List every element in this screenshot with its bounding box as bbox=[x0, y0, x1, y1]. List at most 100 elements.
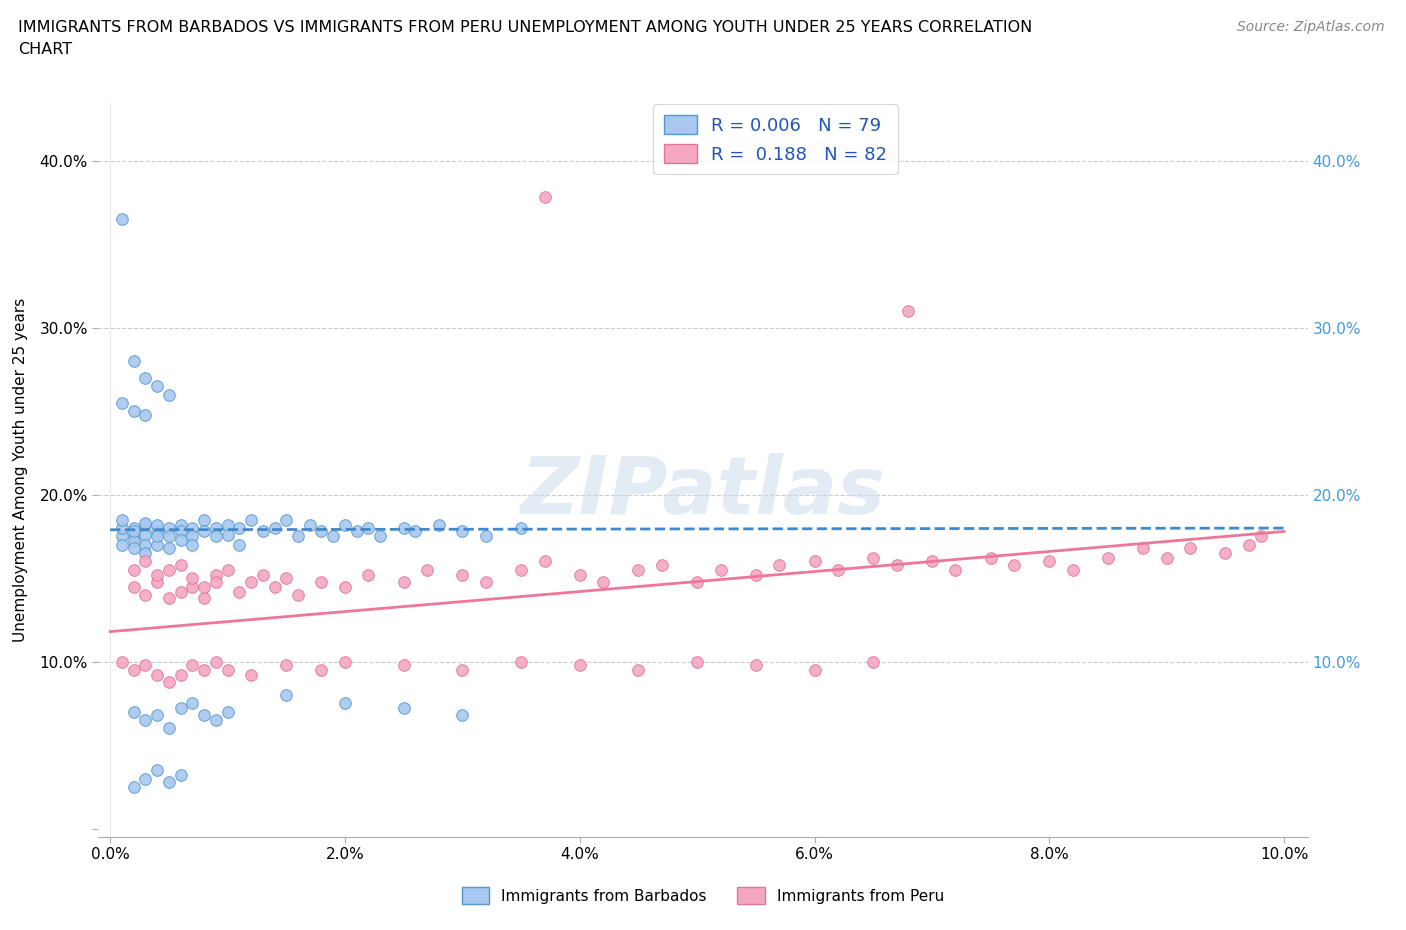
Point bbox=[193, 512, 215, 527]
Point bbox=[193, 662, 215, 677]
Legend: Immigrants from Barbados, Immigrants from Peru: Immigrants from Barbados, Immigrants fro… bbox=[456, 882, 950, 910]
Point bbox=[1062, 563, 1084, 578]
Point bbox=[169, 768, 191, 783]
Point bbox=[803, 662, 825, 677]
Point bbox=[980, 551, 1002, 565]
Point bbox=[111, 395, 134, 410]
Point bbox=[357, 567, 380, 582]
Point bbox=[533, 190, 555, 205]
Point bbox=[368, 529, 391, 544]
Point bbox=[111, 512, 134, 527]
Point bbox=[157, 521, 180, 536]
Point bbox=[111, 212, 134, 227]
Point bbox=[146, 524, 169, 538]
Point bbox=[862, 654, 884, 669]
Point bbox=[157, 591, 180, 605]
Point bbox=[122, 579, 145, 594]
Point bbox=[921, 554, 943, 569]
Point bbox=[276, 571, 298, 586]
Point bbox=[404, 524, 426, 538]
Point bbox=[122, 540, 145, 555]
Point bbox=[122, 704, 145, 719]
Point bbox=[193, 524, 215, 538]
Point bbox=[217, 662, 239, 677]
Point bbox=[346, 524, 368, 538]
Point bbox=[451, 567, 474, 582]
Point bbox=[862, 551, 884, 565]
Point bbox=[568, 567, 591, 582]
Point bbox=[651, 557, 673, 572]
Point bbox=[228, 538, 250, 552]
Point bbox=[1156, 551, 1178, 565]
Point bbox=[169, 517, 191, 532]
Point bbox=[181, 696, 204, 711]
Point bbox=[627, 662, 650, 677]
Point bbox=[134, 554, 156, 569]
Point bbox=[252, 524, 274, 538]
Point bbox=[333, 654, 356, 669]
Point bbox=[287, 529, 309, 544]
Point bbox=[745, 567, 768, 582]
Point bbox=[333, 579, 356, 594]
Point bbox=[510, 654, 533, 669]
Point bbox=[686, 654, 709, 669]
Point bbox=[803, 554, 825, 569]
Point bbox=[886, 557, 908, 572]
Point bbox=[146, 668, 169, 683]
Point bbox=[592, 574, 614, 589]
Point bbox=[204, 712, 226, 727]
Point bbox=[392, 521, 415, 536]
Point bbox=[193, 579, 215, 594]
Point bbox=[745, 658, 768, 672]
Point bbox=[157, 721, 180, 736]
Point bbox=[157, 540, 180, 555]
Point bbox=[1250, 529, 1272, 544]
Point bbox=[427, 517, 450, 532]
Point bbox=[392, 574, 415, 589]
Point bbox=[134, 546, 156, 561]
Point bbox=[897, 303, 920, 318]
Point bbox=[193, 708, 215, 723]
Point bbox=[169, 557, 191, 572]
Point bbox=[1180, 540, 1202, 555]
Point bbox=[311, 524, 333, 538]
Point bbox=[510, 521, 533, 536]
Point bbox=[181, 521, 204, 536]
Point bbox=[392, 658, 415, 672]
Point bbox=[111, 521, 134, 536]
Point bbox=[169, 524, 191, 538]
Point bbox=[122, 662, 145, 677]
Point bbox=[217, 527, 239, 542]
Point bbox=[146, 517, 169, 532]
Point bbox=[122, 534, 145, 549]
Point bbox=[228, 521, 250, 536]
Point bbox=[1038, 554, 1060, 569]
Point bbox=[768, 557, 790, 572]
Point bbox=[217, 517, 239, 532]
Point bbox=[157, 563, 180, 578]
Point bbox=[146, 538, 169, 552]
Point bbox=[451, 524, 474, 538]
Point bbox=[122, 404, 145, 418]
Point bbox=[122, 529, 145, 544]
Point bbox=[169, 532, 191, 547]
Point bbox=[510, 563, 533, 578]
Text: CHART: CHART bbox=[18, 42, 72, 57]
Point bbox=[181, 658, 204, 672]
Point bbox=[333, 696, 356, 711]
Point bbox=[181, 529, 204, 544]
Point bbox=[276, 687, 298, 702]
Point bbox=[157, 387, 180, 402]
Point bbox=[193, 591, 215, 605]
Point bbox=[157, 674, 180, 689]
Point bbox=[134, 527, 156, 542]
Point bbox=[1002, 557, 1025, 572]
Point bbox=[169, 584, 191, 599]
Point bbox=[111, 529, 134, 544]
Point bbox=[122, 524, 145, 538]
Point bbox=[204, 574, 226, 589]
Point bbox=[134, 588, 156, 603]
Text: Source: ZipAtlas.com: Source: ZipAtlas.com bbox=[1237, 20, 1385, 34]
Point bbox=[276, 658, 298, 672]
Point bbox=[122, 563, 145, 578]
